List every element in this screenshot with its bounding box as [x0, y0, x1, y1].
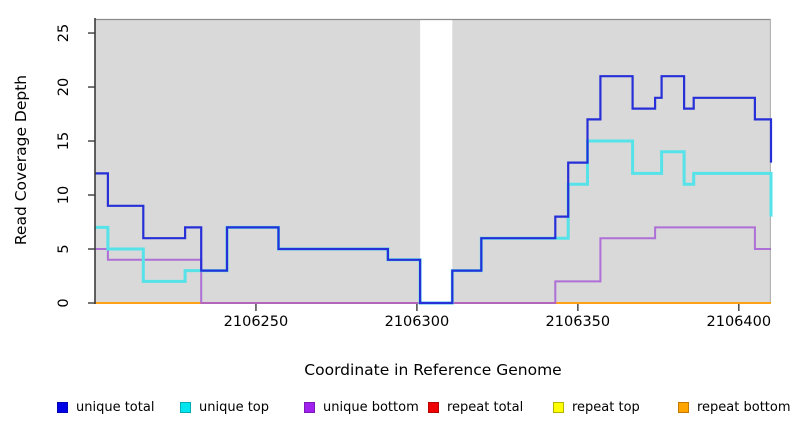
- repeat-top-swatch-icon: [553, 401, 564, 413]
- x-tick-label: 2106400: [706, 314, 772, 330]
- legend-label: unique bottom: [323, 399, 419, 415]
- legend-item-repeat-bottom: repeat bottom: [678, 399, 791, 415]
- legend-item-repeat-top: repeat top: [553, 399, 640, 415]
- x-tick-label: 2106250: [223, 314, 289, 330]
- unique-bottom-swatch-icon: [304, 401, 315, 413]
- legend-label: repeat bottom: [697, 399, 791, 415]
- legend-label: repeat total: [447, 399, 524, 415]
- unique-total-swatch-icon: [57, 401, 68, 413]
- legend-label: unique total: [76, 399, 155, 415]
- plot-background-right: [452, 19, 771, 303]
- x-tick-label: 2106350: [545, 314, 611, 330]
- repeat-bottom-swatch-icon: [678, 401, 689, 413]
- y-tick-label: 10: [56, 185, 72, 205]
- series-line-unique-bottom: [95, 248, 421, 304]
- y-tick-label: 15: [56, 131, 72, 151]
- y-tick-label: 25: [56, 23, 72, 43]
- legend-label: unique top: [199, 399, 270, 415]
- repeat-total-swatch-icon: [428, 401, 439, 413]
- legend-item-unique-total: unique total: [57, 399, 154, 415]
- legend-label: repeat top: [572, 399, 640, 415]
- legend-item-unique-top: unique top: [180, 399, 269, 415]
- legend-item-repeat-total: repeat total: [428, 399, 523, 415]
- x-tick-label: 2106300: [384, 314, 450, 330]
- unique-top-swatch-icon: [180, 401, 191, 413]
- series-line-unique-bottom: [452, 226, 771, 304]
- series-line-unique-total: [95, 75, 773, 305]
- y-tick-label: 5: [56, 244, 72, 254]
- plot-background-left: [95, 19, 421, 303]
- y-tick-label: 0: [56, 298, 72, 308]
- x-axis-title: Coordinate in Reference Genome: [304, 361, 562, 379]
- legend-item-unique-bottom: unique bottom: [304, 399, 419, 415]
- y-tick-label: 20: [56, 77, 72, 97]
- y-axis-title: Read Coverage Depth: [12, 74, 30, 246]
